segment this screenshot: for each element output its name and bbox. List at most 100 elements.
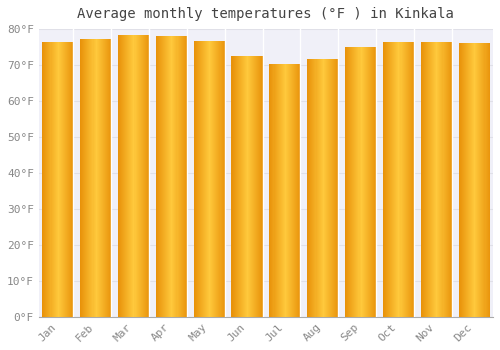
Bar <box>168 36 169 317</box>
Bar <box>280 64 282 317</box>
Bar <box>312 58 314 317</box>
Bar <box>98 39 100 317</box>
Bar <box>460 43 462 317</box>
Bar <box>272 64 274 317</box>
Bar <box>101 39 102 317</box>
Bar <box>383 42 384 317</box>
Bar <box>208 41 209 317</box>
Bar <box>241 56 242 317</box>
Bar <box>438 42 440 317</box>
Bar <box>326 58 327 317</box>
Bar <box>292 64 293 317</box>
Bar <box>63 42 64 317</box>
Bar <box>82 39 83 317</box>
Bar <box>451 42 452 317</box>
Bar <box>182 36 184 317</box>
Bar <box>202 41 203 317</box>
Bar <box>477 43 478 317</box>
Bar <box>285 64 286 317</box>
Bar <box>218 41 220 317</box>
Bar <box>68 42 69 317</box>
Bar <box>132 35 134 317</box>
Bar <box>86 39 88 317</box>
Bar <box>128 35 130 317</box>
Bar <box>145 35 146 317</box>
Bar <box>253 56 254 317</box>
Bar <box>220 41 222 317</box>
Bar <box>66 42 67 317</box>
Bar <box>199 41 200 317</box>
Bar <box>325 58 326 317</box>
Bar <box>100 39 101 317</box>
Bar <box>446 42 448 317</box>
Bar <box>360 47 362 317</box>
Bar <box>81 39 82 317</box>
Bar <box>389 42 390 317</box>
Bar <box>475 43 476 317</box>
Bar <box>232 56 234 317</box>
Bar <box>174 36 176 317</box>
Bar <box>308 58 310 317</box>
Bar <box>384 42 385 317</box>
Bar <box>450 42 451 317</box>
Bar <box>245 56 246 317</box>
Bar <box>435 42 436 317</box>
Bar <box>346 47 347 317</box>
Bar <box>180 36 182 317</box>
Bar <box>391 42 392 317</box>
Bar <box>125 35 126 317</box>
Bar <box>422 42 423 317</box>
Bar <box>254 56 256 317</box>
Bar <box>470 43 471 317</box>
Bar <box>462 43 464 317</box>
Bar <box>54 42 56 317</box>
Bar <box>283 64 284 317</box>
Bar <box>165 36 166 317</box>
Bar <box>444 42 446 317</box>
Bar <box>209 41 210 317</box>
Bar <box>433 42 434 317</box>
Bar <box>349 47 350 317</box>
Title: Average monthly temperatures (°F ) in Kinkala: Average monthly temperatures (°F ) in Ki… <box>78 7 454 21</box>
Bar <box>307 58 308 317</box>
Bar <box>318 58 320 317</box>
Bar <box>392 42 393 317</box>
Bar <box>196 41 198 317</box>
Bar <box>354 47 356 317</box>
Bar <box>121 35 122 317</box>
Bar <box>388 42 389 317</box>
Bar <box>166 36 167 317</box>
Bar <box>402 42 404 317</box>
Bar <box>214 41 216 317</box>
Bar <box>124 35 125 317</box>
Bar <box>332 58 333 317</box>
Bar <box>327 58 328 317</box>
Bar <box>425 42 426 317</box>
Bar <box>83 39 84 317</box>
Bar <box>291 64 292 317</box>
Bar <box>387 42 388 317</box>
Bar <box>69 42 70 317</box>
Bar <box>373 47 374 317</box>
Bar <box>428 42 429 317</box>
Bar <box>334 58 335 317</box>
Bar <box>248 56 249 317</box>
Bar <box>394 42 396 317</box>
Bar <box>134 35 136 317</box>
Bar <box>211 41 212 317</box>
Bar <box>146 35 147 317</box>
Bar <box>119 35 120 317</box>
Bar <box>316 58 318 317</box>
Bar <box>335 58 336 317</box>
Bar <box>140 35 141 317</box>
Bar <box>284 64 285 317</box>
Bar <box>64 42 65 317</box>
Bar <box>142 35 143 317</box>
Bar <box>385 42 386 317</box>
Bar <box>412 42 413 317</box>
Bar <box>314 58 316 317</box>
Bar <box>432 42 433 317</box>
Bar <box>430 42 431 317</box>
Bar <box>274 64 276 317</box>
Bar <box>144 35 145 317</box>
